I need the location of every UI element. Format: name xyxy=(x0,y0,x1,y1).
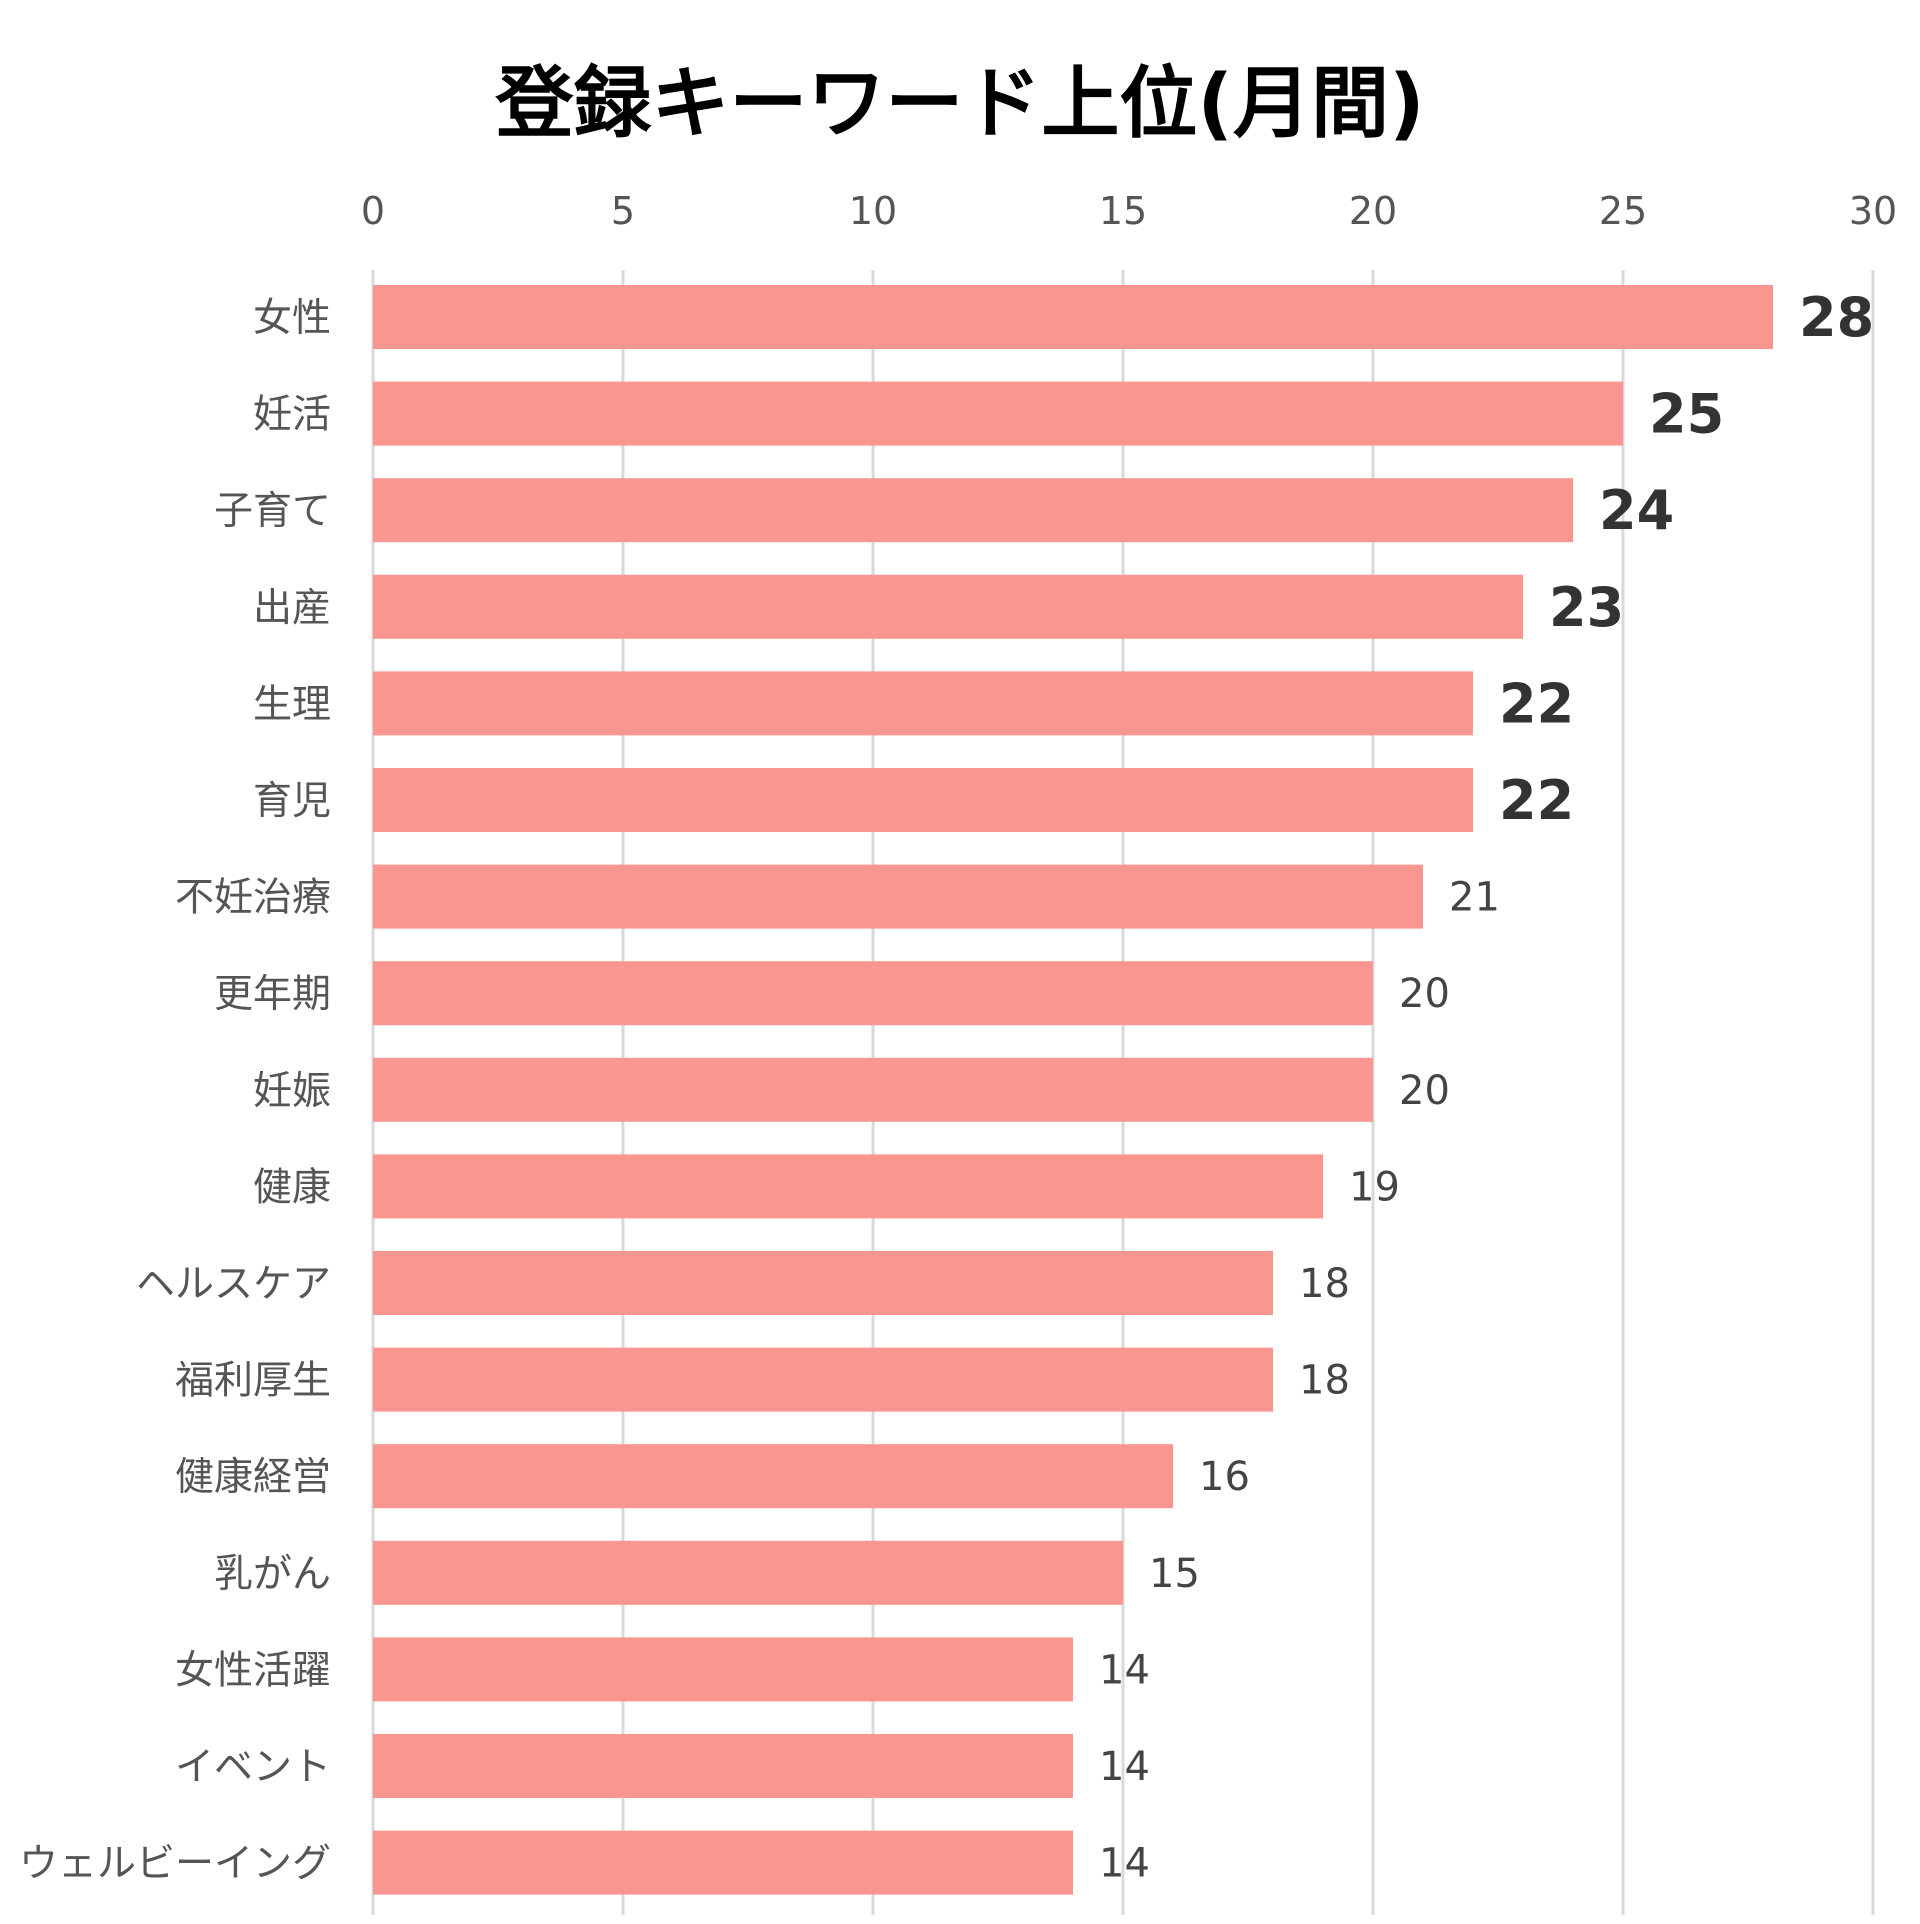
value-label: 18 xyxy=(1299,1261,1350,1307)
category-label: 健康経営 xyxy=(175,1455,331,1500)
value-label: 22 xyxy=(1499,769,1574,832)
x-tick-label: 15 xyxy=(1099,189,1147,233)
bar xyxy=(373,574,1523,639)
value-label: 20 xyxy=(1399,971,1450,1017)
category-label: 子育て xyxy=(214,489,331,534)
category-label: ヘルスケア xyxy=(136,1262,331,1307)
bar xyxy=(373,768,1473,832)
bar xyxy=(373,1734,1073,1798)
category-label: 育児 xyxy=(253,779,331,824)
bar xyxy=(373,961,1373,1026)
value-label: 19 xyxy=(1349,1164,1400,1210)
bar xyxy=(373,1251,1273,1315)
value-label: 15 xyxy=(1149,1551,1200,1597)
value-labels: 28 25 24 23 22 22 21 20 20 19 18 18 16 15 14 14 14 xyxy=(1099,286,1874,1887)
x-tick-label: 25 xyxy=(1599,189,1647,233)
bar xyxy=(373,1347,1273,1412)
bar xyxy=(373,1637,1073,1702)
value-label: 14 xyxy=(1099,1841,1150,1887)
category-label: 出産 xyxy=(253,586,331,631)
value-label: 22 xyxy=(1499,672,1574,735)
category-label: 乳がん xyxy=(214,1552,331,1597)
category-label: イベント xyxy=(175,1745,331,1790)
value-label: 25 xyxy=(1649,383,1724,446)
bar xyxy=(373,285,1773,349)
bar xyxy=(373,1540,1123,1605)
bar xyxy=(373,864,1423,929)
category-label: 女性活躍 xyxy=(175,1648,331,1693)
bar xyxy=(373,1830,1073,1895)
x-axis-ticks: 0 5 10 15 20 25 30 xyxy=(361,189,1897,233)
value-label: 16 xyxy=(1199,1454,1250,1500)
value-label: 14 xyxy=(1099,1744,1150,1790)
bar xyxy=(373,478,1573,543)
value-label: 23 xyxy=(1549,576,1624,639)
x-tick-label: 30 xyxy=(1849,189,1897,233)
category-label: 福利厚生 xyxy=(175,1359,331,1404)
chart-title: 登録キーワード上位(月間) xyxy=(494,59,1424,149)
x-tick-label: 10 xyxy=(849,189,897,233)
category-label: 不妊治療 xyxy=(175,876,331,921)
bar xyxy=(373,1057,1373,1122)
bar xyxy=(373,671,1473,736)
category-label: 更年期 xyxy=(214,972,331,1017)
x-tick-label: 20 xyxy=(1349,189,1397,233)
value-label: 28 xyxy=(1799,286,1874,349)
bar xyxy=(373,1444,1173,1509)
category-labels: 女性妊活子育て出産生理育児不妊治療更年期妊娠健康ヘルスケア福利厚生健康経営乳がん… xyxy=(19,296,331,1887)
value-label: 20 xyxy=(1399,1068,1450,1114)
x-tick-label: 5 xyxy=(611,189,635,233)
value-label: 21 xyxy=(1449,875,1500,921)
x-tick-label: 0 xyxy=(361,189,385,233)
bars xyxy=(373,285,1773,1895)
value-label: 18 xyxy=(1299,1358,1350,1404)
bar xyxy=(373,381,1623,446)
value-label: 24 xyxy=(1599,479,1674,542)
category-label: 女性 xyxy=(253,296,331,341)
category-label: 健康 xyxy=(253,1165,331,1210)
category-label: 妊娠 xyxy=(253,1069,331,1114)
category-label: 生理 xyxy=(253,682,331,727)
bar xyxy=(373,1154,1323,1219)
category-label: 妊活 xyxy=(253,393,331,438)
value-label: 14 xyxy=(1099,1647,1150,1693)
category-label: ウェルビーイング xyxy=(19,1842,331,1887)
